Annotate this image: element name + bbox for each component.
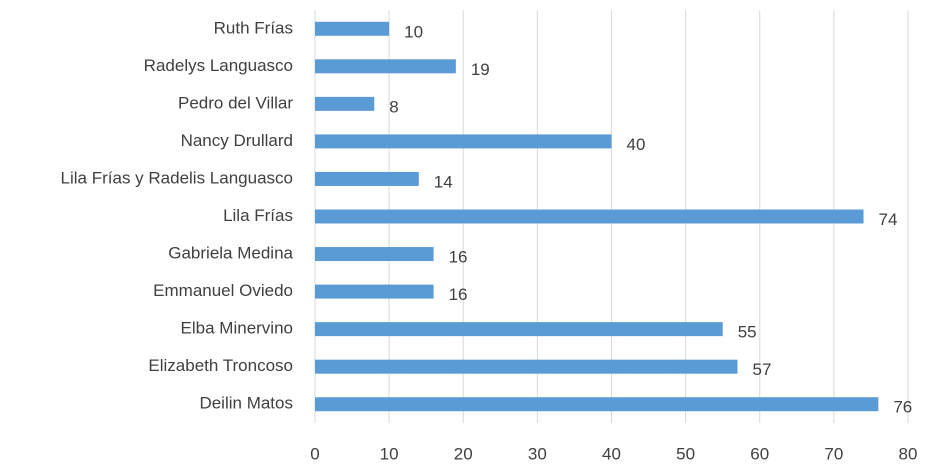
x-tick-label: 10	[380, 444, 399, 463]
x-tick-label: 70	[824, 444, 843, 463]
y-tick-label: Elba Minervino	[181, 319, 293, 338]
x-tick-label: 0	[310, 444, 319, 463]
data-label: 74	[879, 210, 898, 229]
y-tick-label: Emmanuel Oviedo	[153, 281, 293, 300]
x-tick-label: 50	[676, 444, 695, 463]
bar	[315, 397, 879, 412]
bar	[315, 322, 723, 337]
y-tick-label: Pedro del Villar	[178, 93, 293, 112]
x-tick-label: 20	[454, 444, 473, 463]
y-tick-label: Deilin Matos	[199, 394, 293, 413]
data-label: 10	[404, 22, 423, 41]
data-label: 14	[434, 172, 453, 191]
data-label: 57	[753, 360, 772, 379]
data-label: 76	[893, 398, 912, 417]
y-tick-label: Elizabeth Troncoso	[148, 356, 293, 375]
data-label: 16	[449, 285, 468, 304]
bar	[315, 134, 612, 149]
y-tick-label: Lila Frías	[223, 206, 293, 225]
data-label: 8	[389, 97, 398, 116]
y-tick-label: Radelys Languasco	[144, 56, 293, 75]
data-label: 55	[738, 323, 757, 342]
data-label: 19	[471, 60, 490, 79]
x-tick-label: 80	[899, 444, 918, 463]
data-label: 40	[627, 135, 646, 154]
bar	[315, 21, 390, 36]
y-tick-label: Nancy Drullard	[181, 131, 293, 150]
bar	[315, 359, 738, 374]
x-tick-label: 30	[528, 444, 547, 463]
y-tick-label: Lila Frías y Radelis Languasco	[61, 168, 293, 187]
data-label: 16	[449, 248, 468, 267]
bar	[315, 284, 434, 299]
y-tick-label: Ruth Frías	[214, 18, 293, 37]
x-tick-label: 40	[602, 444, 621, 463]
bar	[315, 209, 864, 224]
bar	[315, 59, 456, 74]
x-tick-label: 60	[750, 444, 769, 463]
bar	[315, 247, 434, 262]
bar	[315, 96, 375, 111]
bar	[315, 171, 419, 186]
y-tick-label: Gabriela Medina	[168, 244, 293, 263]
